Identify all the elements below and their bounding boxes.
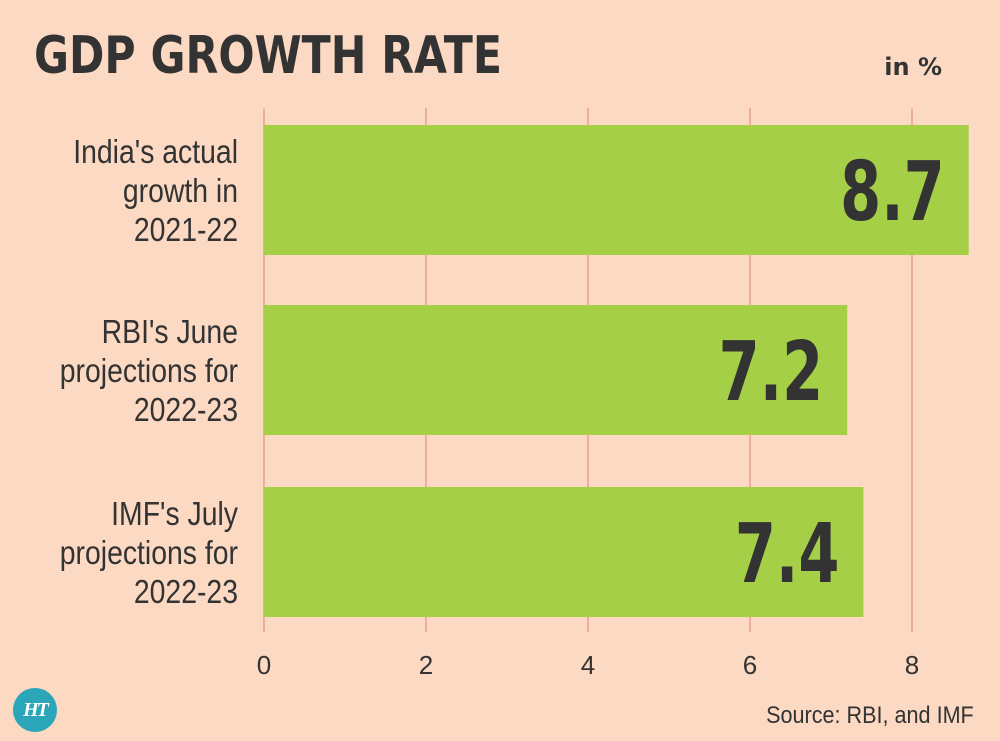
value-label-1: 7.2 — [719, 324, 824, 419]
category-label-0: India's actual growth in 2021-22 — [51, 132, 238, 249]
category-label-1: RBI's June projections for 2022-23 — [51, 312, 238, 429]
unit-label: in % — [884, 53, 942, 81]
x-tick-label-2: 2 — [419, 650, 433, 680]
x-tick-label-6: 6 — [743, 650, 757, 680]
category-label-line: India's actual — [73, 132, 239, 170]
bar-2 — [264, 487, 864, 617]
category-label-line: projections for — [59, 351, 238, 389]
category-label-line: projections for — [59, 533, 238, 571]
category-label-line: IMF's July — [111, 494, 238, 532]
category-label-line: RBI's June — [101, 312, 238, 350]
x-tick-label-0: 0 — [257, 650, 271, 680]
category-label-2: IMF's July projections for 2022-23 — [51, 494, 238, 611]
bar-1 — [264, 305, 848, 435]
category-label-line: 2021-22 — [133, 210, 238, 248]
x-tick-label-4: 4 — [581, 650, 595, 680]
category-label-line: growth in — [122, 171, 238, 209]
category-label-line: 2022-23 — [133, 390, 238, 428]
category-label-line: 2022-23 — [133, 572, 238, 610]
source-note: Source: RBI, and IMF — [766, 702, 974, 729]
logo-text: HT — [23, 698, 49, 721]
value-label-2: 7.4 — [735, 506, 840, 601]
value-label-0: 8.7 — [840, 144, 945, 239]
bar-0 — [264, 125, 969, 255]
x-tick-label-8: 8 — [905, 650, 919, 680]
ht-logo: HT — [13, 688, 57, 732]
chart-title: GDP GROWTH RATE — [34, 26, 502, 86]
